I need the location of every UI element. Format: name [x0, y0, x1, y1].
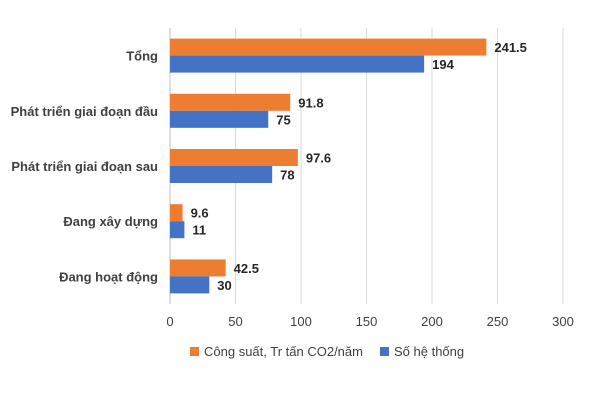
data-label-capacity-phat-trien-giai-doan-dau: 91.8	[298, 95, 323, 110]
category-label-phat-trien-giai-doan-sau: Phát triển giai đoạn sau	[11, 159, 158, 174]
bar-systems-tong	[170, 55, 425, 73]
data-label-capacity-tong: 241.5	[494, 40, 527, 55]
bar-capacity-phat-trien-giai-doan-dau	[170, 93, 291, 111]
bar-systems-dang-hoat-dong	[170, 276, 210, 294]
x-tick-label-100: 100	[290, 314, 312, 329]
legend-label-capacity: Công suất, Tr tấn CO2/năm	[204, 344, 363, 359]
data-label-systems-phat-trien-giai-doan-dau: 75	[276, 112, 290, 127]
x-tick-label-300: 300	[552, 314, 574, 329]
x-tick-label-150: 150	[356, 314, 378, 329]
data-labels: 241.5 194 91.8 75 97.6 78 9.6 11 42.530	[191, 40, 527, 293]
category-label-dang-hoat-dong: Đang hoạt động	[59, 269, 158, 284]
x-tick-label-250: 250	[487, 314, 509, 329]
data-label-systems-phat-trien-giai-doan-sau: 78	[280, 168, 294, 183]
bar-systems-phat-trien-giai-doan-dau	[170, 110, 269, 128]
category-label-phat-trien-giai-doan-dau: Phát triển giai đoạn đầu	[11, 104, 158, 119]
gridlines	[169, 28, 564, 304]
data-label-systems-tong: 194	[432, 57, 454, 72]
data-label-capacity-dang-xay-dung: 9.6	[191, 206, 209, 221]
bar-capacity-dang-xay-dung	[170, 204, 183, 222]
legend: Công suất, Tr tấn CO2/năm Số hệ thống	[190, 344, 464, 359]
category-label-dang-xay-dung: Đang xây dựng	[63, 214, 158, 229]
legend-swatch-capacity	[190, 347, 199, 356]
bar-capacity-dang-hoat-dong	[170, 259, 226, 277]
bars	[170, 38, 487, 294]
category-labels: Tổng Phát triển giai đoạn đầu Phát triển g…	[11, 49, 158, 285]
data-label-systems-dang-hoat-dong: 30	[217, 278, 231, 293]
x-tick-label-50: 50	[228, 314, 242, 329]
bar-systems-dang-xay-dung	[170, 221, 185, 239]
legend-swatch-systems	[380, 347, 389, 356]
bar-capacity-tong	[170, 38, 487, 56]
category-label-tong: Tổng	[126, 49, 158, 64]
x-tick-label-200: 200	[421, 314, 443, 329]
data-label-capacity-phat-trien-giai-doan-sau: 97.6	[306, 151, 331, 166]
bar-systems-phat-trien-giai-doan-sau	[170, 166, 273, 183]
bar-capacity-phat-trien-giai-doan-sau	[170, 149, 298, 166]
x-tick-labels: 0 50 100 150 200 250 300	[166, 314, 573, 329]
data-label-capacity-dang-hoat-dong: 42.5	[234, 261, 259, 276]
legend-label-systems: Số hệ thống	[394, 344, 464, 359]
x-tick-label-0: 0	[166, 314, 173, 329]
data-label-systems-dang-xay-dung: 11	[192, 223, 206, 238]
